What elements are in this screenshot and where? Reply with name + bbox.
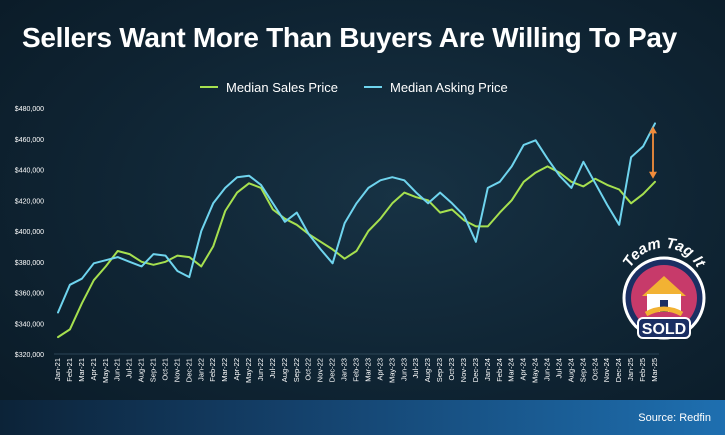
gap-arrow-head-down (649, 171, 657, 179)
x-tick-label: Apr-21 (89, 358, 98, 381)
y-tick-label: $480,000 (15, 106, 44, 113)
x-tick-label: Sep-21 (149, 358, 158, 382)
x-tick-label: Jan-25 (626, 358, 635, 381)
legend-item-sales: Median Sales Price (200, 80, 338, 95)
x-tick-label: Feb-25 (638, 358, 647, 382)
x-tick-label: Nov-24 (602, 358, 611, 382)
footer-bar: Source: Redfin (0, 400, 725, 435)
x-tick-label: Jul-24 (554, 358, 563, 378)
x-tick-label: Oct-24 (590, 358, 599, 381)
x-tick-label: Sep-24 (578, 358, 587, 382)
x-tick-label: Apr-24 (519, 358, 528, 381)
x-tick-label: Feb-24 (495, 358, 504, 382)
x-tick-label: Feb-22 (208, 358, 217, 382)
x-tick-label: Oct-21 (160, 358, 169, 381)
x-tick-label: Jun-21 (113, 358, 122, 381)
x-tick-label: Dec-21 (184, 358, 193, 382)
x-tick-label: Apr-23 (375, 358, 384, 381)
series-line-sales (57, 165, 656, 339)
x-tick-label: Feb-23 (352, 358, 361, 382)
y-tick-label: $380,000 (15, 260, 44, 267)
x-tick-label: Mar-25 (650, 358, 659, 382)
x-tick-label: Mar-24 (507, 358, 516, 382)
x-tick-label: Sep-23 (435, 358, 444, 382)
x-tick-label: Dec-23 (471, 358, 480, 382)
x-tick-label: Nov-21 (172, 358, 181, 382)
legend-label-sales: Median Sales Price (226, 79, 338, 95)
x-tick-label: Sep-22 (292, 358, 301, 382)
source-label: Source: Redfin (638, 412, 711, 424)
y-tick-label: $440,000 (15, 168, 44, 175)
x-tick-label: Dec-22 (328, 358, 337, 382)
x-tick-label: Jan-21 (53, 358, 62, 381)
x-tick-label: Aug-23 (423, 358, 432, 382)
x-tick-label: Jun-22 (256, 358, 265, 381)
y-tick-label: $360,000 (15, 291, 44, 298)
x-tick-label: May-22 (244, 358, 253, 383)
logo-bottom-text: SOLD (642, 321, 686, 338)
x-tick-label: Jul-22 (268, 358, 277, 378)
x-tick-label: Jun-24 (543, 358, 552, 381)
x-tick-label: Nov-22 (316, 358, 325, 382)
x-tick-label: Jun-23 (399, 358, 408, 381)
legend-swatch-sales (200, 86, 218, 88)
x-tick-label: Aug-22 (280, 358, 289, 382)
series-line-asking (57, 122, 656, 314)
x-tick-label: Feb-21 (65, 358, 74, 382)
x-tick-label: May-24 (531, 358, 540, 383)
legend-swatch-asking (364, 86, 382, 88)
x-tick-label: Jul-23 (411, 358, 420, 378)
y-tick-label: $420,000 (15, 198, 44, 205)
x-tick-label: Oct-22 (304, 358, 313, 381)
x-tick-label: Mar-21 (77, 358, 86, 382)
y-tick-label: $320,000 (15, 352, 44, 359)
x-tick-label: May-21 (101, 358, 110, 383)
x-tick-label: Jan-22 (196, 358, 205, 381)
x-tick-label: Aug-24 (566, 358, 575, 382)
x-tick-label: Mar-23 (363, 358, 372, 382)
x-tick-label: Dec-24 (614, 358, 623, 382)
gap-arrow-head-up (649, 126, 657, 134)
y-tick-label: $460,000 (15, 137, 44, 144)
legend: Median Sales Price Median Asking Price (200, 78, 508, 96)
x-tick-label: May-23 (387, 358, 396, 383)
chart-title: Sellers Want More Than Buyers Are Willin… (22, 22, 677, 53)
team-tag-it-logo: Team Tag It SOLD (619, 236, 709, 340)
x-tick-label: Jul-21 (125, 358, 134, 378)
x-tick-label: Nov-23 (459, 358, 468, 382)
x-tick-label: Oct-23 (447, 358, 456, 381)
x-tick-label: Aug-21 (137, 358, 146, 382)
x-tick-label: Jan-23 (340, 358, 349, 381)
legend-label-asking: Median Asking Price (390, 79, 508, 95)
y-tick-label: $340,000 (15, 321, 44, 328)
line-chart: $320,000 $340,000 $360,000 $380,000 $400,000… (15, 106, 659, 383)
x-tick-label: Mar-22 (220, 358, 229, 382)
legend-item-asking: Median Asking Price (364, 80, 508, 95)
x-tick-label: Apr-22 (232, 358, 241, 381)
y-tick-label: $400,000 (15, 229, 44, 236)
x-tick-label: Jan-24 (483, 358, 492, 381)
